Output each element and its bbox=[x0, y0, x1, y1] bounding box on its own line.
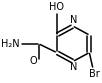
Text: Br: Br bbox=[89, 69, 100, 79]
Text: N: N bbox=[70, 62, 78, 72]
Text: N: N bbox=[70, 15, 78, 25]
Text: O: O bbox=[29, 56, 37, 66]
Text: H₂N: H₂N bbox=[1, 39, 20, 49]
Text: HO: HO bbox=[49, 2, 64, 12]
